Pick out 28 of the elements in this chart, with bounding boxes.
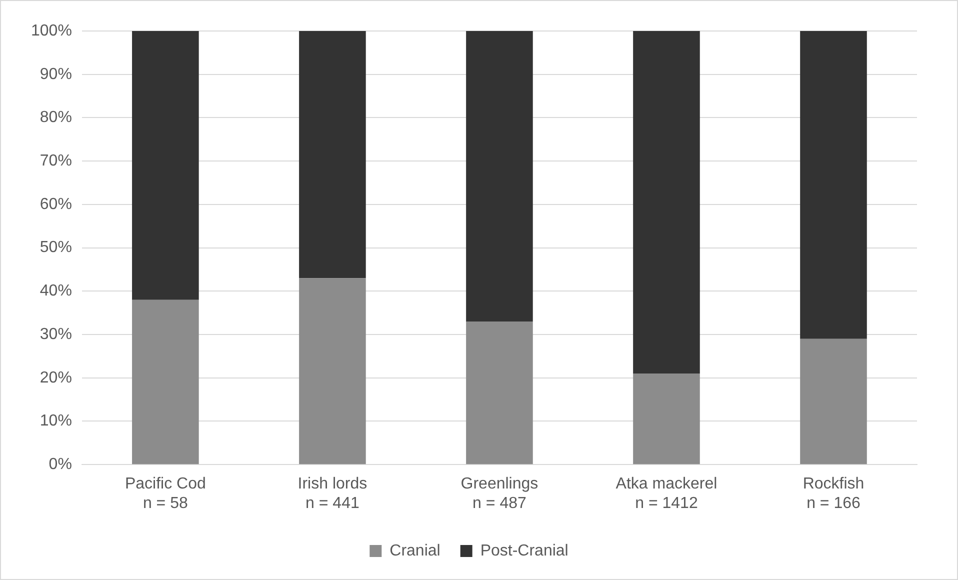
bar <box>466 322 533 464</box>
bar <box>800 31 867 339</box>
bar <box>466 31 533 322</box>
y-tick-label: 70% <box>40 152 72 170</box>
y-tick-label: 80% <box>40 109 72 126</box>
x-tick-label: Irish lords n = 441 <box>298 476 368 512</box>
y-tick-label: 50% <box>40 239 72 256</box>
y-tick-label: 90% <box>40 66 72 83</box>
y-tick-label: 100% <box>31 22 72 40</box>
x-tick-label: Atka mackerel n = 1412 <box>616 476 718 512</box>
y-tick-label: 40% <box>40 282 72 300</box>
bar <box>132 300 199 464</box>
y-tick-label: 60% <box>40 196 72 213</box>
y-tick-label: 30% <box>40 326 72 343</box>
x-tick-label: Rockfish n = 166 <box>802 476 864 512</box>
y-tick-label: 20% <box>40 369 72 386</box>
bar <box>800 338 867 464</box>
bar <box>132 31 199 300</box>
bar <box>633 374 700 464</box>
legend-label: Cranial <box>390 542 440 560</box>
x-tick-label: Pacific Cod n = 58 <box>124 476 206 512</box>
bar <box>299 278 366 464</box>
bar <box>633 31 700 374</box>
bar <box>299 31 366 278</box>
y-tick-label: 0% <box>48 456 72 474</box>
x-tick-label: Greenlings n = 487 <box>460 476 538 512</box>
legend-label: Post-Cranial <box>480 542 568 560</box>
y-tick-label: 10% <box>40 412 72 430</box>
